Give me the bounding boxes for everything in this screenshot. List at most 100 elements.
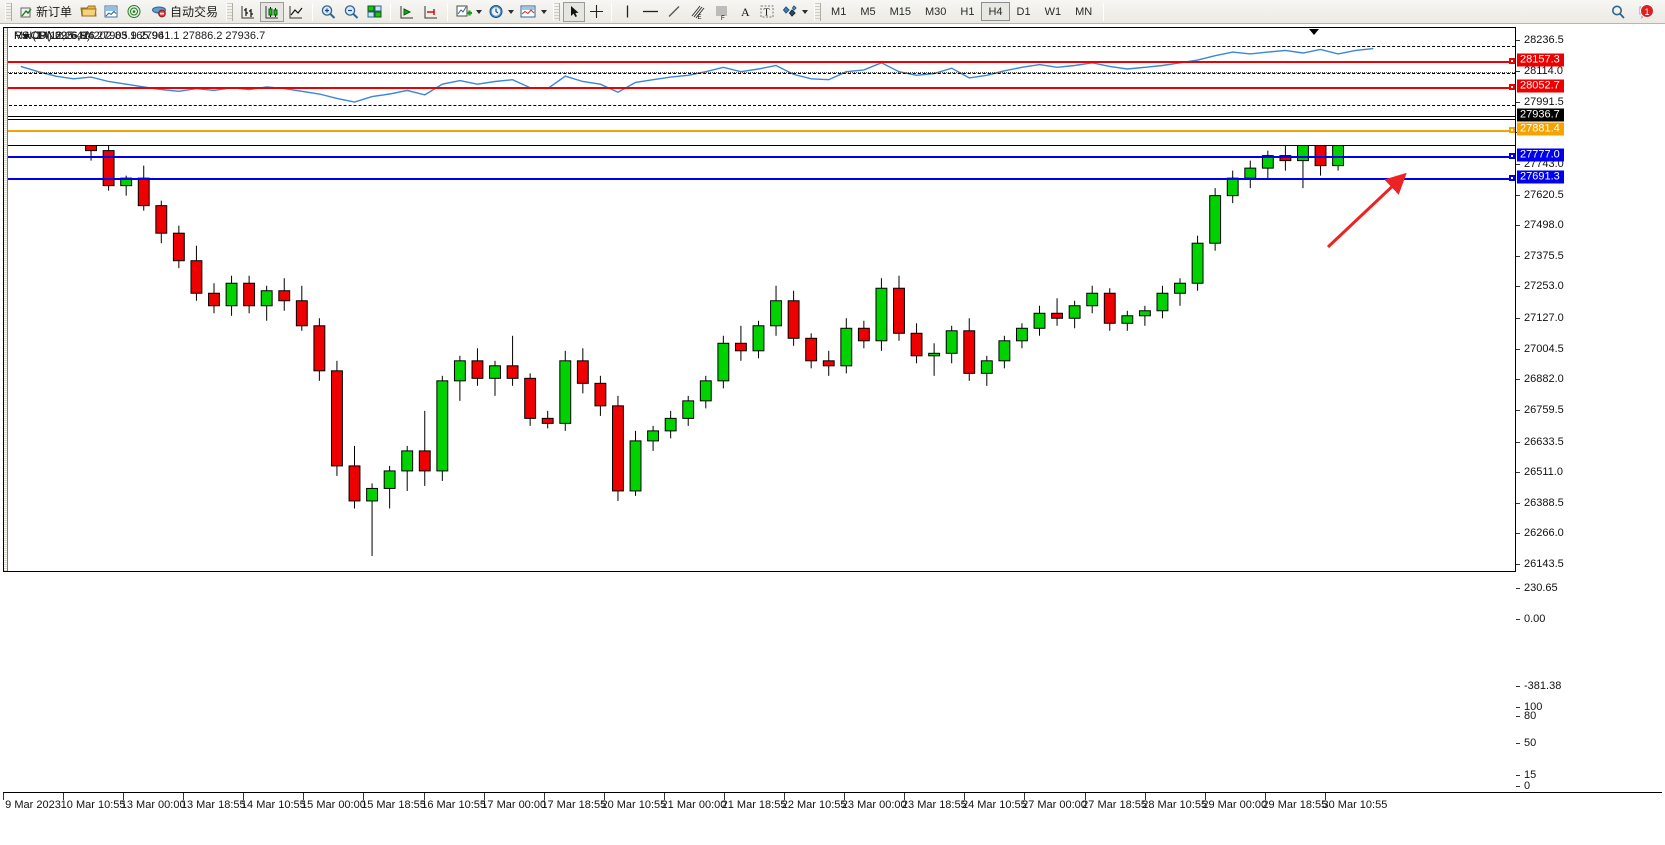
time-label: 27 Mar 00:00 (1022, 799, 1087, 811)
time-tick (303, 793, 305, 800)
equidistant-channel-button[interactable]: E (686, 2, 710, 22)
bar-chart-button[interactable] (236, 2, 260, 22)
chart-area[interactable]: JPN225-,H4 27905.9 27941.1 27886.2 27936… (2, 27, 1662, 818)
timeframe-m5[interactable]: M5 (860, 5, 876, 18)
price-tick: 27991.5 (1516, 96, 1564, 108)
svg-text:A: A (741, 5, 750, 19)
price-tick: 26759.5 (1516, 404, 1564, 416)
price-tick: 28236.5 (1516, 34, 1564, 46)
chevron-down-icon-2[interactable] (508, 9, 515, 14)
trendline-button[interactable] (663, 2, 686, 22)
macd-title: MACD(12,26,9) 202.83 165.96 (14, 30, 164, 42)
timeframe-mn[interactable]: MN (1075, 5, 1093, 18)
rsi-level-50 (4, 73, 1515, 74)
vertical-line-button[interactable] (616, 2, 638, 22)
timeframe-m1[interactable]: M1 (831, 5, 847, 18)
toolbar-grip-3[interactable] (553, 2, 561, 21)
time-tick (1084, 793, 1086, 800)
level-line-handle[interactable] (1509, 153, 1515, 160)
text-label-button[interactable]: T (756, 2, 779, 22)
time-label: 16 Mar 10:55 (421, 799, 487, 811)
chart-shift-button[interactable] (419, 2, 443, 22)
tile-windows-button[interactable] (363, 2, 386, 22)
time-label: 30 Mar 10:55 (1322, 799, 1388, 811)
search-button[interactable] (1607, 2, 1629, 22)
crosshair-icon (589, 5, 603, 18)
price-chip-support-upper[interactable]: 27777.0 (1517, 148, 1564, 162)
rsi-pane[interactable]: RSI(14) 69.6426 (3, 27, 1516, 120)
rsi-left-grip[interactable] (4, 28, 8, 119)
new-order-button[interactable]: 新订单 (15, 2, 77, 22)
timeframe-m30[interactable]: M30 (925, 5, 947, 18)
trendline-icon (668, 6, 680, 17)
chart-left-grip[interactable] (4, 28, 8, 571)
crosshair-button[interactable] (585, 2, 607, 22)
price-tick: 28114.0 (1516, 65, 1563, 77)
horizontal-line-icon (643, 10, 659, 13)
price-chip-last-price[interactable]: 27936.7 (1517, 108, 1564, 122)
price-tick: 27004.5 (1516, 343, 1564, 355)
zoom-out-button[interactable] (340, 2, 363, 22)
indicators-button[interactable] (452, 2, 485, 22)
chevron-down-icon-3[interactable] (541, 9, 548, 14)
timeframe-w1[interactable]: W1 (1044, 5, 1062, 18)
time-tick (1324, 793, 1326, 800)
chart-symbol-text: JPN225-,H4 27905.9 27941.1 27886.2 27936… (34, 30, 266, 42)
time-label: 29 Mar 00:00 (1202, 799, 1268, 811)
time-tick (1144, 793, 1146, 800)
price-candles (14, 40, 1380, 556)
time-tick (63, 793, 65, 800)
horizontal-line-button[interactable] (638, 2, 663, 22)
fibonacci-button[interactable]: F (710, 2, 734, 22)
price-axis[interactable]: 28236.528114.027991.527869.027743.027620… (1516, 27, 1662, 792)
price-tick: 26266.0 (1516, 527, 1564, 539)
timeframe-d1[interactable]: D1 (1016, 5, 1031, 18)
period-icon (489, 5, 503, 18)
price-chip-support-lower[interactable]: 27691.3 (1517, 170, 1564, 184)
templates-button[interactable] (517, 2, 550, 22)
timeframe-h1[interactable]: H1 (960, 5, 975, 18)
time-axis[interactable]: 9 Mar 2023 10 Mar 10:55 13 Mar 00:00 13 Mar… (2, 792, 1662, 818)
chevron-down-icon-4[interactable] (802, 9, 809, 14)
new-order-label: 新订单 (36, 5, 73, 19)
notifications-button[interactable]: 1 (1633, 2, 1659, 22)
text-button[interactable]: A (734, 2, 756, 22)
candlestick-chart-button[interactable] (260, 1, 285, 22)
toolbar-separator-5 (1103, 2, 1105, 21)
autotrading-button[interactable]: 自动交易 (146, 2, 223, 22)
price-chip-resistance-lower[interactable]: 28052.7 (1517, 79, 1564, 93)
shapes-button[interactable] (779, 2, 811, 22)
rsi-tick: 0 (1516, 780, 1530, 792)
profiles-button[interactable] (100, 2, 123, 22)
level-line-handle[interactable] (1509, 84, 1515, 91)
toolbar-grip-4[interactable] (814, 2, 822, 21)
timeframe-m15[interactable]: M15 (889, 5, 911, 18)
time-tick (784, 793, 786, 800)
chevron-down-icon[interactable] (476, 9, 483, 14)
price-chip-bid-line[interactable]: 27881.4 (1517, 122, 1564, 136)
folder-button[interactable] (77, 2, 100, 22)
zoom-in-button[interactable] (317, 2, 340, 22)
level-line-handle[interactable] (1509, 174, 1515, 181)
price-chip-resistance-upper[interactable]: 28157.3 (1517, 53, 1564, 67)
equidistant-channel-icon: E (691, 5, 705, 20)
svg-text:E: E (698, 15, 702, 20)
toolbar-grip-2[interactable] (226, 2, 234, 21)
cursor-button[interactable] (563, 1, 586, 22)
level-line-handle[interactable] (1509, 127, 1515, 134)
time-label: 23 Mar 18:55 (901, 799, 967, 811)
toolbar-grip[interactable] (5, 2, 12, 21)
chart-collapse-icon[interactable] (22, 33, 30, 39)
svg-text:T: T (764, 8, 770, 19)
market-watch-button[interactable] (123, 2, 146, 22)
price-tick: 26143.5 (1516, 558, 1564, 570)
auto-scroll-icon (400, 5, 414, 18)
level-line-handle[interactable] (1509, 58, 1515, 65)
timeframe-h4[interactable]: H4 (981, 2, 1010, 21)
tile-windows-icon (367, 5, 382, 18)
time-label: 17 Mar 18:55 (541, 799, 607, 811)
period-button[interactable] (485, 2, 517, 22)
zoom-out-icon (344, 4, 359, 19)
line-chart-button[interactable] (284, 2, 308, 22)
auto-scroll-button[interactable] (395, 2, 419, 22)
